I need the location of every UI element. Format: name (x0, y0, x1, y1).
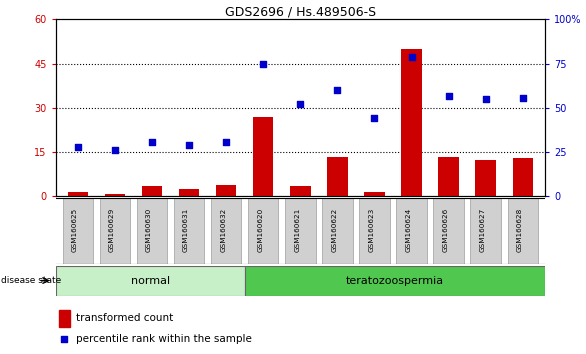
Bar (216, 185, 236, 196)
Bar (327, 156, 347, 196)
Text: GSM160624: GSM160624 (406, 207, 411, 252)
FancyBboxPatch shape (174, 198, 205, 264)
FancyBboxPatch shape (56, 266, 245, 296)
Bar (59, 310, 70, 326)
Point (73, 144, 83, 150)
FancyBboxPatch shape (100, 198, 130, 264)
FancyBboxPatch shape (322, 198, 353, 264)
FancyBboxPatch shape (248, 198, 278, 264)
FancyBboxPatch shape (396, 198, 427, 264)
FancyBboxPatch shape (471, 198, 501, 264)
Point (481, 96, 490, 102)
Point (370, 115, 379, 120)
FancyBboxPatch shape (434, 198, 464, 264)
Text: disease state: disease state (1, 276, 62, 285)
Text: GSM160623: GSM160623 (369, 207, 374, 252)
Point (110, 148, 120, 153)
Point (185, 142, 194, 148)
Text: transformed count: transformed count (76, 313, 173, 323)
Point (222, 139, 231, 144)
Bar (68, 192, 88, 196)
FancyBboxPatch shape (63, 198, 93, 264)
Bar (290, 186, 311, 196)
Point (296, 102, 305, 107)
Text: normal: normal (131, 275, 170, 286)
Bar (513, 158, 533, 196)
Point (444, 93, 454, 98)
FancyBboxPatch shape (245, 266, 545, 296)
FancyBboxPatch shape (211, 198, 241, 264)
FancyBboxPatch shape (137, 198, 167, 264)
Bar (364, 192, 384, 196)
Bar (105, 194, 125, 196)
Text: GSM160629: GSM160629 (109, 207, 115, 252)
Bar (475, 160, 496, 196)
Point (333, 87, 342, 93)
Point (147, 139, 156, 145)
FancyBboxPatch shape (285, 198, 315, 264)
Point (60, 336, 69, 342)
Text: GSM160631: GSM160631 (183, 207, 189, 252)
Bar (438, 156, 459, 196)
Text: GSM160627: GSM160627 (480, 207, 486, 252)
Text: GSM160622: GSM160622 (332, 207, 338, 252)
Text: teratozoospermia: teratozoospermia (346, 275, 444, 286)
Text: GSM160625: GSM160625 (72, 207, 78, 252)
Text: GSM160630: GSM160630 (146, 207, 152, 252)
Text: GSM160626: GSM160626 (442, 207, 449, 252)
Bar (179, 189, 199, 196)
Text: GSM160620: GSM160620 (257, 207, 263, 252)
FancyBboxPatch shape (359, 198, 390, 264)
Point (258, 61, 268, 67)
Bar (142, 186, 162, 196)
Point (407, 54, 416, 59)
FancyBboxPatch shape (507, 198, 538, 264)
Text: GSM160628: GSM160628 (517, 207, 523, 252)
Text: GSM160632: GSM160632 (220, 207, 226, 252)
Text: percentile rank within the sample: percentile rank within the sample (76, 334, 252, 344)
Title: GDS2696 / Hs.489506-S: GDS2696 / Hs.489506-S (225, 5, 376, 18)
Text: GSM160621: GSM160621 (294, 207, 301, 252)
Bar (401, 49, 422, 196)
Bar (253, 117, 274, 196)
Point (518, 95, 527, 101)
